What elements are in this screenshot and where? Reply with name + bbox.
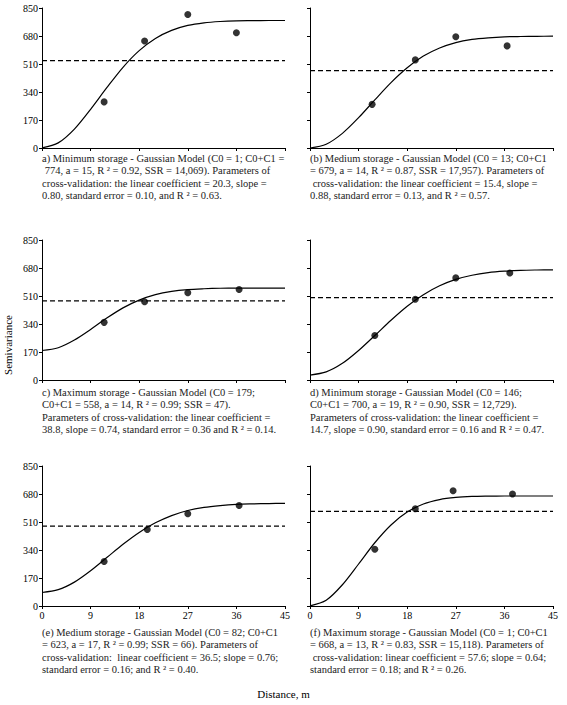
svg-text:cross-validation: linear coef: cross-validation: linear coefficient = 3… <box>42 652 281 663</box>
svg-text:680: 680 <box>23 31 38 42</box>
svg-text:(b) Medium storage - Gaussian: (b) Medium storage - Gaussian Model (C0 … <box>310 153 549 165</box>
svg-text:0: 0 <box>33 601 38 612</box>
svg-text:0.88, standard error = 0.13, a: 0.88, standard error = 0.13, and R ² = 0… <box>310 190 490 201</box>
svg-text:170: 170 <box>23 573 38 584</box>
svg-text:0: 0 <box>33 143 38 154</box>
svg-text:cross-validation: the linear c: cross-validation: the linear coefficient… <box>42 178 269 189</box>
svg-text:standard error = 0.16; and R ²: standard error = 0.16; and R ² = 0.40. <box>42 664 198 675</box>
svg-text:36: 36 <box>231 610 241 621</box>
svg-text:Parameters of cross-validation: Parameters of cross-validation: the line… <box>42 412 273 423</box>
svg-text:680: 680 <box>23 263 38 274</box>
svg-text:45: 45 <box>548 610 558 621</box>
svg-text:0.80, standard error = 0.10, a: 0.80, standard error = 0.10, and R ² = 0… <box>42 190 222 201</box>
svg-text:36: 36 <box>499 610 509 621</box>
svg-text:170: 170 <box>23 347 38 358</box>
svg-text:45: 45 <box>280 610 290 621</box>
svg-text:0: 0 <box>33 375 38 386</box>
svg-text:340: 340 <box>23 87 38 98</box>
svg-text:850: 850 <box>23 461 38 472</box>
svg-text:27: 27 <box>183 610 193 621</box>
svg-text:Distance, m: Distance, m <box>257 688 310 700</box>
svg-text:= 623, a = 17, R ² = 0.99; SSR: = 623, a = 17, R ² = 0.99; SSR = 66). Pa… <box>42 639 261 651</box>
svg-text:Parameters of cross-validation: Parameters of cross-validation: the line… <box>310 412 541 423</box>
svg-text:C0+C1 = 558, a = 14, R ² = 0.9: C0+C1 = 558, a = 14, R ² = 0.99; SSR = 4… <box>42 399 233 411</box>
svg-text:= 668, a = 13, R ² = 0.83, SSR: = 668, a = 13, R ² = 0.83, SSR = 15,118)… <box>310 639 544 651</box>
svg-text:a) Minimum storage - Gaussian: a) Minimum storage - Gaussian Model (C0 … <box>42 153 284 165</box>
svg-text:C0+C1 = 700, a = 19, R ² = 0.9: C0+C1 = 700, a = 19, R ² = 0.90, SSR = 1… <box>310 399 519 411</box>
svg-text:38.8, slope = 0.74, standard e: 38.8, slope = 0.74, standard error = 0.3… <box>42 424 276 435</box>
svg-text:680: 680 <box>23 489 38 500</box>
svg-text:cross-validation: the linear c: cross-validation: the linear coefficient… <box>310 178 540 189</box>
svg-text:510: 510 <box>23 291 38 302</box>
svg-text:14.7, slope = 0.90, standard e: 14.7, slope = 0.90, standard error = 0.1… <box>310 424 544 435</box>
svg-text:d) Minimum storage - Gaussian: d) Minimum storage - Gaussian Model (C0 … <box>310 387 524 399</box>
svg-text:(f) Maximum storage - Gaussian: (f) Maximum storage - Gaussian Model (C0… <box>310 627 550 639</box>
svg-text:340: 340 <box>23 319 38 330</box>
svg-text:Semivariance: Semivariance <box>2 315 14 375</box>
svg-text:18: 18 <box>402 610 412 621</box>
svg-text:170: 170 <box>23 115 38 126</box>
svg-text:c) Maximum storage - Gaussian: c) Maximum storage - Gaussian Model (C0 … <box>42 387 258 399</box>
svg-text:510: 510 <box>23 59 38 70</box>
svg-text:27: 27 <box>451 610 461 621</box>
svg-text:cross-validation: linear coeff: cross-validation: linear coefficient = 5… <box>310 652 549 663</box>
svg-text:340: 340 <box>23 545 38 556</box>
svg-text:0: 0 <box>40 610 45 621</box>
svg-text:510: 510 <box>23 517 38 528</box>
svg-text:850: 850 <box>23 3 38 14</box>
svg-text:= 679, a = 14, R ² = 0.87, SSR: = 679, a = 14, R ² = 0.87, SSR = 17,957)… <box>310 165 545 177</box>
svg-text:0: 0 <box>308 610 313 621</box>
svg-text:standard error = 0.18; and R ²: standard error = 0.18; and R ² = 0.26. <box>310 664 466 675</box>
svg-text:18: 18 <box>134 610 144 621</box>
svg-text:850: 850 <box>23 235 38 246</box>
svg-text:9: 9 <box>88 610 93 621</box>
svg-text:(e) Medium storage - Gaussian: (e) Medium storage - Gaussian Model (C0 … <box>42 627 281 639</box>
svg-text:9: 9 <box>356 610 361 621</box>
svg-text:774, a = 15, R ² = 0.92, SSR =: 774, a = 15, R ² = 0.92, SSR = 14,069). … <box>42 165 273 177</box>
